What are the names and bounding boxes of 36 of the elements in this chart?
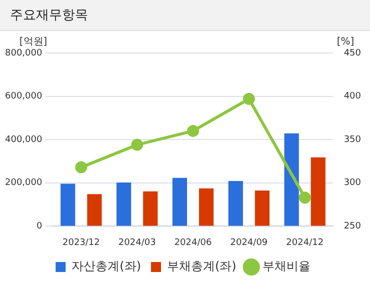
y-tick-label: 200,000 [5, 178, 42, 188]
bar [198, 188, 214, 226]
bar [284, 133, 299, 226]
y2-tick-label: 300 [344, 178, 362, 188]
point [298, 192, 311, 204]
y2-tick-label: 450 [344, 48, 362, 58]
y-tick-label: 800,000 [5, 48, 42, 58]
bar [172, 178, 188, 226]
point [75, 161, 88, 174]
y-tick-label: 0 [36, 222, 42, 232]
point [187, 124, 200, 137]
point [242, 92, 255, 105]
y2-tick-label: 400 [344, 92, 362, 102]
bar [87, 194, 102, 226]
bar [310, 157, 326, 226]
x-tick-label: 2023/12 [62, 238, 100, 248]
bar [116, 182, 132, 226]
legend-label: 부채총계(좌) [167, 259, 236, 274]
y-tick-label: 600,000 [5, 92, 42, 102]
bar [60, 184, 76, 226]
y2-tick-label: 250 [344, 222, 362, 232]
point [131, 138, 144, 151]
y-tick-label: 400,000 [5, 134, 42, 145]
chart-title: 주요재무항목 [0, 0, 370, 31]
x-tick-label: 2024/06 [174, 238, 212, 248]
y2-tick-label: 350 [344, 134, 362, 145]
legend-label: 자산총계(좌) [72, 259, 142, 274]
x-tick-label: 2024/12 [286, 238, 324, 248]
x-tick-label: 2024/03 [118, 238, 156, 248]
bar [254, 190, 270, 226]
bar [228, 180, 243, 226]
x-tick-label: 2024/09 [230, 238, 268, 248]
bar [143, 191, 158, 226]
y-axis-title: [억원] [19, 36, 48, 48]
legend-label: 부채비율 [262, 259, 310, 274]
y2-axis-title: [%] [336, 36, 354, 48]
